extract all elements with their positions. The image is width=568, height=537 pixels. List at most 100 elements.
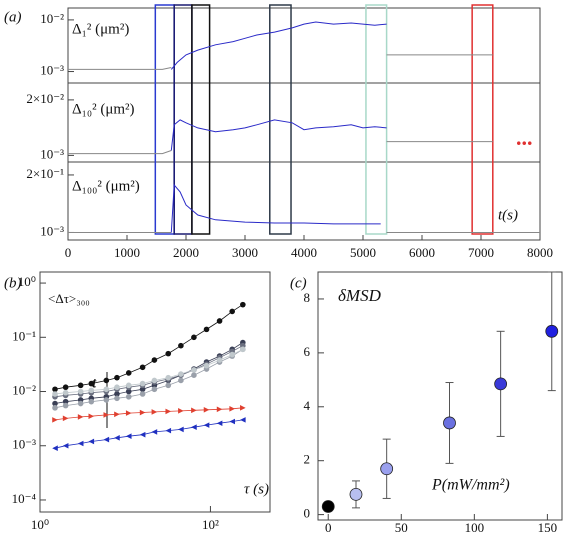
marker [191,372,197,378]
x-tick-label: 6000 [409,245,435,260]
time-window [269,4,292,235]
marker [52,405,58,411]
marker [125,410,132,416]
trace [170,21,387,70]
marker [139,364,146,371]
marker [139,409,146,416]
y-tick-label: 4 [304,398,311,413]
marker [191,407,197,414]
marker [125,370,132,376]
y-tick-label: 0 [304,506,311,521]
marker [88,398,95,405]
marker [103,412,110,418]
x-tick-label: 0 [65,245,72,260]
marker [52,445,58,452]
marker [77,400,84,407]
y-axis-label: Δ₁² (μm²) [72,21,129,37]
marker [52,417,58,423]
marker [114,384,120,391]
series-line [54,348,244,409]
marker [62,384,69,391]
marker [139,391,146,397]
marker [139,431,146,438]
marker [151,386,158,393]
marker [151,377,158,384]
x-axis-label: τ (s) [244,481,269,497]
y-tick-label: 10⁻³ [40,63,64,78]
y-tick-label: 10⁻² [12,383,36,398]
marker [103,397,110,403]
marker [151,357,158,363]
marker [103,436,110,443]
marker [151,409,158,415]
x-tick-label: 0 [325,520,332,535]
trace [68,67,172,70]
x-tick-label: 8000 [527,245,553,260]
x-axis-label: t(s) [498,207,518,223]
marker [62,398,69,405]
x-tick-label: 10² [202,517,219,532]
panel-label: (a) [4,9,22,25]
y-tick-label: 10⁻³ [40,223,64,238]
annotation: ... [516,125,533,150]
marker [191,334,197,341]
marker [165,350,172,357]
y-tick-label: 10⁻⁴ [12,491,37,506]
y-tick-label: 6 [304,344,311,359]
marker [88,438,95,445]
series-line [54,342,244,404]
y-tick-label: 2×10⁻¹ [26,166,64,181]
y-tick-label: 10⁻¹ [12,328,36,343]
panel-c-frame [317,271,563,521]
y-tick-label: 8 [304,290,311,305]
marker [52,386,58,393]
point [443,416,456,430]
x-tick-label: 7000 [468,245,494,260]
y-tick-label: 10⁻³ [40,146,64,161]
marker [125,382,132,389]
marker [203,422,210,428]
marker [165,374,172,381]
x-tick-label: 100 [465,520,485,535]
x-tick-label: 3000 [232,245,258,260]
x-tick-label: 150 [538,520,558,535]
y-axis-label: <Δτ>₃₀₀ [48,291,90,306]
series-line [54,407,243,421]
marker [178,377,184,384]
y-axis-label: Δ₁₀₀² (μm²) [72,178,140,194]
x-tick-label: 1000 [114,245,140,260]
y-tick-label: 10⁻³ [12,437,36,452]
marker [178,408,184,414]
panel-a-frame [67,7,541,241]
marker [165,427,172,434]
series-line [54,348,243,395]
marker [114,435,120,441]
point [321,500,335,513]
marker [240,301,246,308]
y-tick-label: 10⁻² [40,11,64,26]
marker [165,408,172,415]
series-line [54,419,243,449]
marker [178,342,184,349]
marker [240,405,246,411]
marker [240,417,246,423]
y-axis-label: Δ₁₀² (μm²) [72,101,135,117]
marker [203,407,210,413]
y-axis-label: δMSD [338,286,382,305]
marker [62,415,69,422]
time-window [365,4,388,235]
marker [229,308,235,315]
marker [88,413,95,420]
time-window [154,4,175,235]
marker [62,389,69,396]
marker [52,400,58,407]
marker [125,393,132,400]
marker [165,382,172,389]
marker [229,418,235,425]
marker [77,382,84,389]
trace [170,119,387,151]
point [494,377,508,391]
marker [229,351,235,358]
marker [139,386,146,393]
marker [125,433,132,439]
